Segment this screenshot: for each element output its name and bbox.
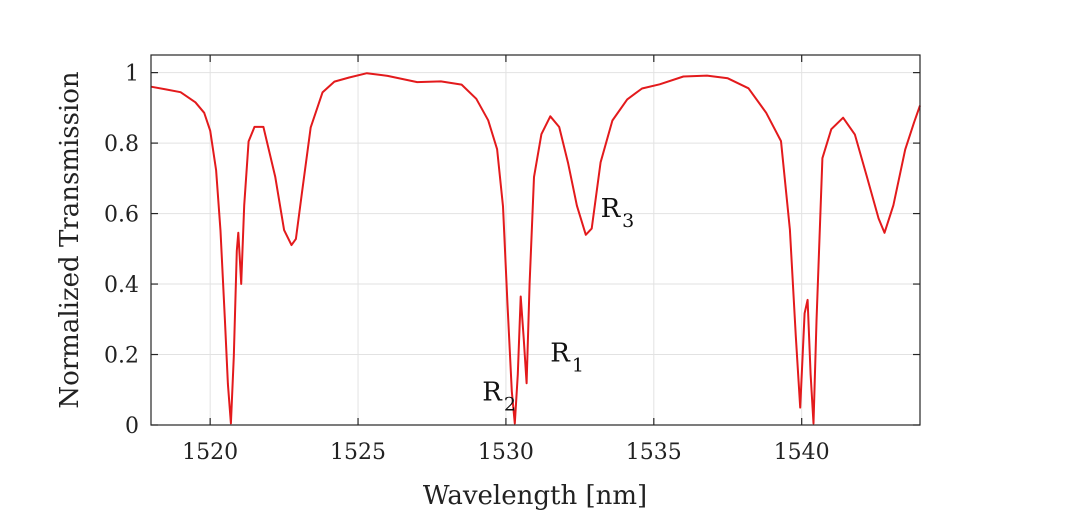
annotation-base: R [550, 339, 571, 369]
plot-frame [150, 54, 921, 426]
annotation-subscript: 3 [622, 210, 634, 232]
y-tick-label: 0.8 [104, 132, 139, 157]
x-tick-label: 1530 [478, 440, 534, 465]
x-tick-label: 1520 [182, 440, 238, 465]
y-tick-label: 0.4 [104, 273, 139, 298]
x-tick-label: 1525 [330, 440, 386, 465]
x-axis-title: Wavelength [nm] [423, 481, 647, 511]
peak-annotations: R 1R 2R 3 [482, 194, 634, 415]
y-tick-label: 1 [125, 62, 139, 87]
y-axis-title: Normalized Transmission [55, 71, 85, 409]
annotation-subscript: 2 [504, 393, 516, 415]
x-tick-label: 1540 [774, 440, 830, 465]
annotation-subscript: 1 [572, 355, 584, 377]
y-tick-label: 0 [125, 414, 139, 439]
y-tick-label: 0.2 [104, 344, 139, 369]
annotation-base: R [482, 377, 503, 407]
series-line [150, 72, 921, 425]
axis-ticks: 1520 1525 1530 1535 1540 0 0.2 0.4 0.6 0.8 1 [104, 55, 920, 465]
series-layer [150, 72, 921, 425]
annotation-base: R [601, 194, 622, 224]
grid-lines [151, 55, 920, 426]
x-tick-label: 1535 [626, 440, 682, 465]
y-tick-label: 0.6 [104, 203, 139, 228]
